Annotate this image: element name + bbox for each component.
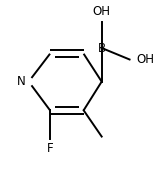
Text: F: F bbox=[47, 142, 53, 155]
Text: OH: OH bbox=[93, 5, 111, 18]
Text: OH: OH bbox=[136, 53, 154, 66]
Text: B: B bbox=[98, 41, 106, 54]
Text: N: N bbox=[17, 75, 25, 88]
